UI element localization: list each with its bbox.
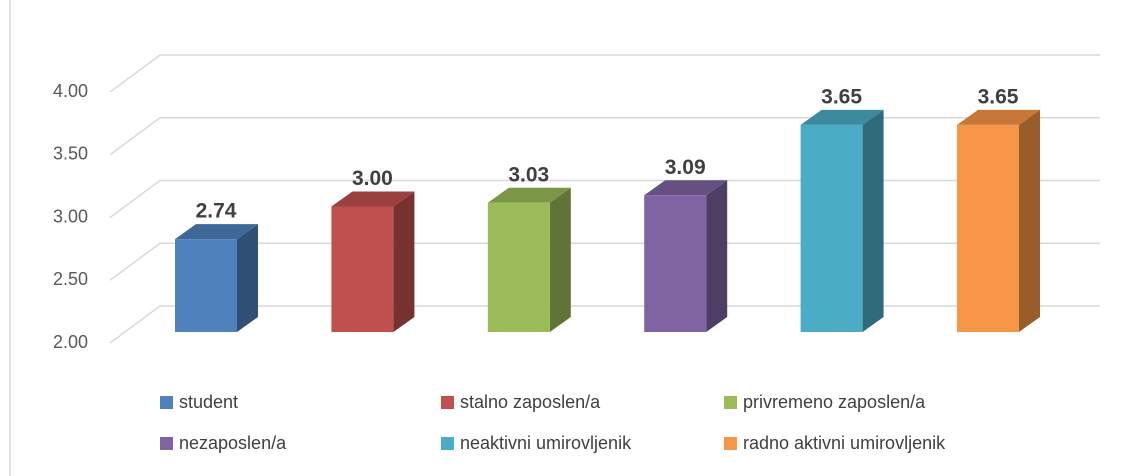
grid-line [109,242,1100,281]
y-tick-label: 2.50 [53,269,88,289]
bar [487,202,550,332]
legend-swatch [160,396,173,409]
y-tick-label: 3.00 [53,206,88,226]
y-tick-label: 4.00 [53,81,88,101]
value-label: 3.65 [821,85,862,108]
legend-label: radno aktivni umirovljenik [743,433,946,453]
value-label: 3.65 [978,85,1019,108]
bar-top [331,191,415,207]
legend-swatch [441,437,454,450]
bar [957,124,1019,332]
value-label: 3.09 [665,156,706,179]
grid-line [109,54,1100,93]
bar-side [237,224,258,332]
bar [800,124,863,332]
grid-line [109,179,1100,219]
legend-label: student [179,392,238,412]
bar [644,195,707,332]
y-tick-label: 2.00 [53,332,88,352]
legend-swatch [724,437,737,450]
bar-side [862,109,884,332]
legend-swatch [441,396,454,409]
legend-label: privremeno zaposlen/a [743,392,926,412]
legend-swatch [724,396,737,409]
legend-label: stalno zaposlen/a [460,392,601,412]
grid-line [109,117,1100,156]
value-label: 3.00 [352,167,393,190]
bar-side [1019,109,1040,332]
value-label: 2.74 [196,200,237,223]
bar-top [957,109,1040,125]
legend-label: neaktivni umirovljenik [460,433,632,453]
bar [331,206,394,332]
bar-side [393,191,415,332]
bar-top [800,109,884,125]
bar-side [549,187,571,332]
bar [175,239,237,332]
legend-label: nezaposlen/a [179,433,287,453]
bar-top [644,180,728,196]
y-tick-label: 3.50 [53,144,88,164]
bar-top [175,224,258,240]
value-label: 3.03 [508,163,549,186]
bar-side [706,180,728,332]
legend-swatch [160,437,173,450]
grid-line [109,305,1100,344]
bar-top [487,187,571,203]
